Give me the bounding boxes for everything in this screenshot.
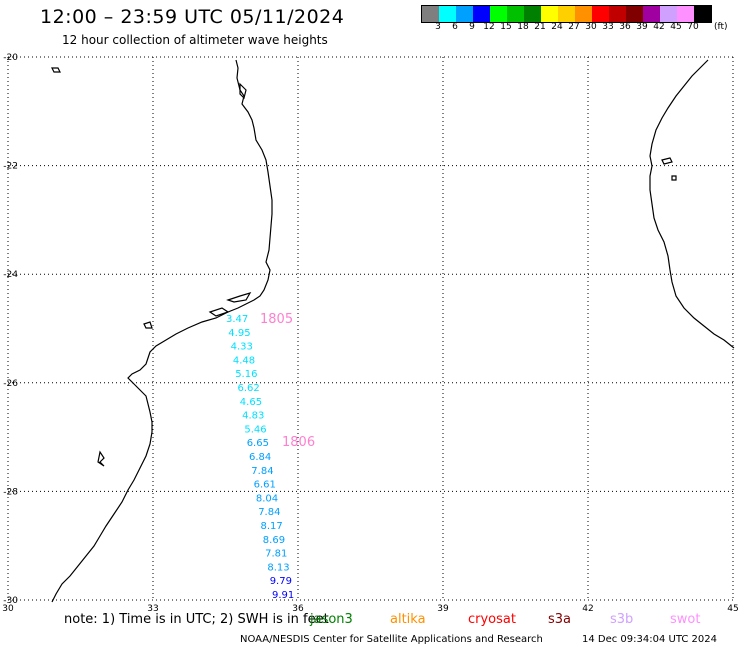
scale-swatch	[575, 6, 592, 22]
wave-height-value: 8.17	[261, 521, 283, 532]
wave-height-value: 6.61	[254, 480, 276, 491]
scale-label: 18	[517, 22, 529, 32]
graticule	[7, 56, 734, 601]
wave-height-value: 6.65	[247, 438, 269, 449]
scale-label: 39	[636, 22, 648, 32]
revolution-label: 1805	[260, 312, 293, 327]
longitude-label: 33	[147, 604, 158, 614]
coastline-africa	[51, 59, 273, 603]
scale-swatch	[592, 6, 609, 22]
scale-label: 6	[452, 22, 458, 32]
scale-label: 15	[500, 22, 512, 32]
scale-swatch	[524, 6, 541, 22]
scale-swatch	[643, 6, 660, 22]
scale-label: 24	[551, 22, 563, 32]
scale-label: 42	[653, 22, 665, 32]
wave-height-value: 5.46	[244, 424, 266, 435]
scale-swatch	[439, 6, 456, 22]
latitude-label: -30	[3, 596, 18, 606]
scale-label: 45	[670, 22, 682, 32]
color-scale-unit: (ft)	[714, 22, 728, 32]
scale-label: 12	[483, 22, 495, 32]
revolution-labels: 1805 1806	[260, 312, 315, 450]
coastline-madagascar	[649, 59, 735, 349]
map-subtitle: 12 hour collection of altimeter wave hei…	[62, 33, 328, 47]
latitude-label: -20	[3, 53, 18, 63]
wave-height-value: 6.84	[249, 452, 271, 463]
longitude-label: 36	[292, 604, 304, 614]
satellite-legend-cryosat: cryosat	[468, 612, 516, 627]
scale-label: 21	[534, 22, 546, 32]
scale-label: 27	[568, 22, 580, 32]
wave-height-value: 6.62	[238, 383, 260, 394]
scale-swatch	[694, 6, 711, 22]
wave-height-value: 5.16	[235, 369, 257, 380]
scale-swatch	[609, 6, 626, 22]
wave-height-value: 4.65	[240, 397, 262, 408]
satellite-legend-swot: swot	[670, 612, 701, 627]
scale-label: 70	[687, 22, 699, 32]
longitude-label: 30	[2, 604, 14, 614]
satellite-legend-s3a: s3a	[548, 612, 572, 627]
latitude-label: -24	[3, 270, 18, 280]
wave-height-value: 4.33	[231, 342, 253, 353]
scale-swatch	[660, 6, 677, 22]
wave-height-value: 4.95	[228, 328, 250, 339]
wave-height-value: 9.79	[270, 576, 292, 587]
credit-line: NOAA/NESDIS Center for Satellite Applica…	[240, 634, 543, 645]
wave-height-value: 8.13	[267, 562, 289, 573]
scale-label: 33	[602, 22, 614, 32]
satellite-legend-jason3: jason3	[310, 612, 353, 627]
scale-swatch	[422, 6, 439, 22]
wave-height-value: 4.48	[233, 355, 255, 366]
scale-label: 3	[435, 22, 441, 32]
longitude-label: 42	[582, 604, 593, 614]
wave-height-value: 7.84	[251, 466, 273, 477]
scale-swatch	[558, 6, 575, 22]
note-text: note: 1) Time is in UTC; 2) SWH is in fe…	[64, 612, 329, 627]
scale-swatch	[456, 6, 473, 22]
wave-height-value: 4.83	[242, 411, 264, 422]
latitude-label: -26	[3, 379, 18, 389]
map-title: 12:00 – 23:59 UTC 05/11/2024	[40, 6, 345, 28]
generated-timestamp: 14 Dec 09:34:04 UTC 2024	[582, 634, 717, 645]
satellite-legend-s3b: s3b	[610, 612, 634, 627]
wave-height-value: 8.04	[256, 493, 278, 504]
revolution-label: 1806	[282, 435, 315, 450]
scale-label: 30	[585, 22, 597, 32]
wave-height-value: 8.69	[263, 535, 285, 546]
latitude-label: -28	[3, 487, 18, 497]
scale-label: 36	[619, 22, 631, 32]
scale-swatch	[507, 6, 524, 22]
longitude-label: 45	[727, 604, 738, 614]
scale-swatch	[490, 6, 507, 22]
wave-height-value: 3.47	[226, 314, 248, 325]
wave-height-value: 7.84	[258, 507, 280, 518]
scale-swatch	[541, 6, 558, 22]
scale-swatch	[626, 6, 643, 22]
longitude-label: 39	[437, 604, 449, 614]
scale-swatch	[473, 6, 490, 22]
latitude-label: -22	[3, 162, 18, 172]
color-scale-bar	[421, 5, 712, 23]
scale-label: 9	[469, 22, 475, 32]
wave-height-labels: 3.47 4.95 4.33 4.48 5.16 6.62 4.65 4.83 5.46 6.65…	[226, 314, 294, 601]
wave-height-value: 7.81	[265, 549, 287, 560]
satellite-legend-altika: altika	[390, 612, 426, 627]
scale-swatch	[677, 6, 694, 22]
wave-height-value: 9.91	[272, 590, 294, 601]
